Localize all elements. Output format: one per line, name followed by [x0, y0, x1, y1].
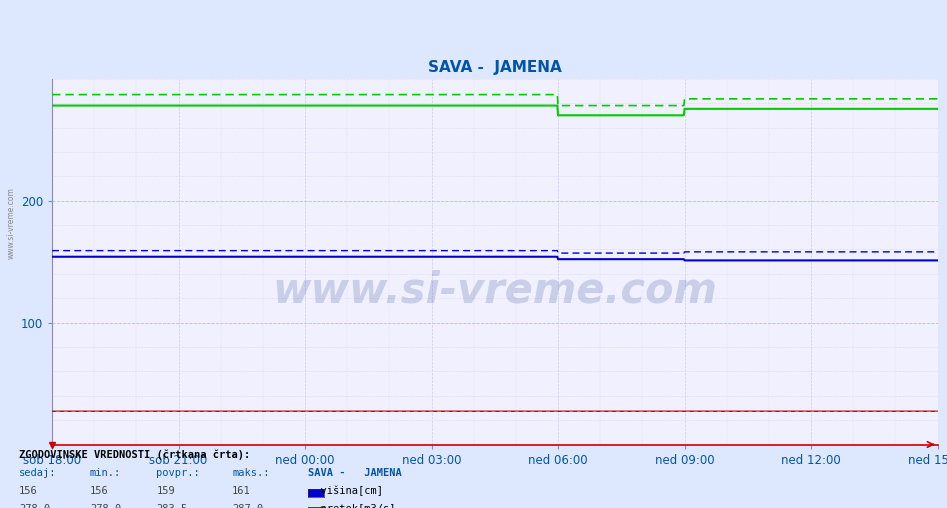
Text: 278,0: 278,0 [19, 504, 50, 508]
Text: 287,0: 287,0 [232, 504, 263, 508]
Text: maks.:: maks.: [232, 468, 270, 478]
Text: 161: 161 [232, 486, 251, 496]
Text: ZGODOVINSKE VREDNOSTI (črtkana črta):: ZGODOVINSKE VREDNOSTI (črtkana črta): [19, 450, 250, 460]
Text: www.si-vreme.com: www.si-vreme.com [7, 187, 16, 260]
Text: 159: 159 [156, 486, 175, 496]
Text: 283,5: 283,5 [156, 504, 188, 508]
Text: 156: 156 [90, 486, 109, 496]
Text: 278,0: 278,0 [90, 504, 121, 508]
Text: pretok[m3/s]: pretok[m3/s] [308, 504, 395, 508]
Text: min.:: min.: [90, 468, 121, 478]
Text: 156: 156 [19, 486, 38, 496]
Title: SAVA -  JAMENA: SAVA - JAMENA [428, 60, 562, 75]
Text: sedaj:: sedaj: [19, 468, 57, 478]
Text: višina[cm]: višina[cm] [308, 486, 383, 496]
Text: www.si-vreme.com: www.si-vreme.com [273, 270, 717, 312]
Text: povpr.:: povpr.: [156, 468, 200, 478]
Text: SAVA -   JAMENA: SAVA - JAMENA [308, 468, 402, 478]
